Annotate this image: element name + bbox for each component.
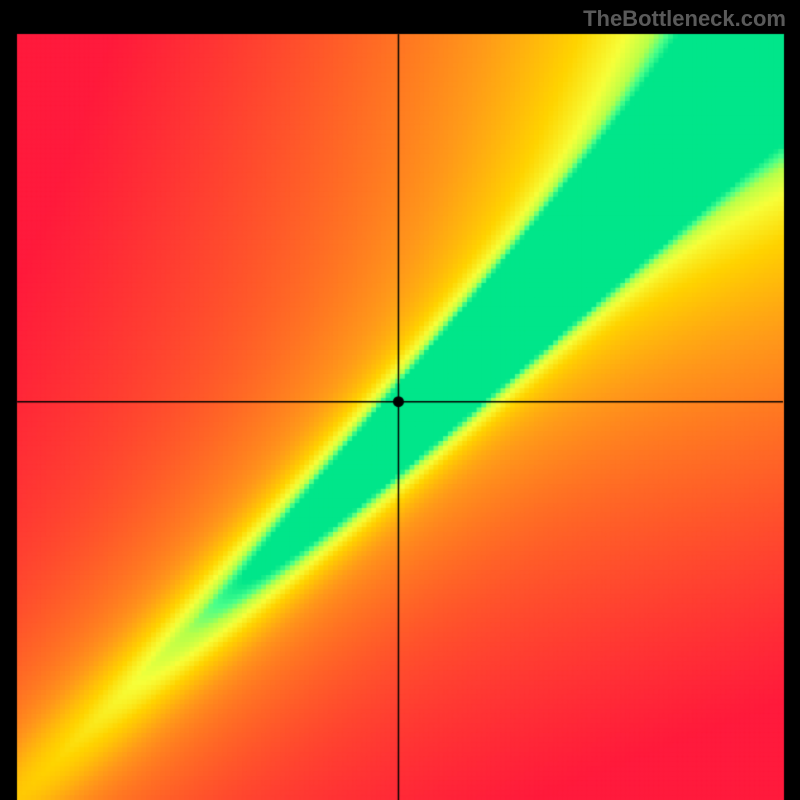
watermark-text: TheBottleneck.com <box>583 6 786 32</box>
crosshair-overlay-canvas <box>0 0 800 800</box>
chart-container: TheBottleneck.com <box>0 0 800 800</box>
